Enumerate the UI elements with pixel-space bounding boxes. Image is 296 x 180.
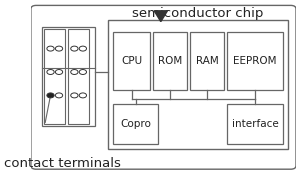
Text: CPU: CPU	[121, 56, 142, 66]
Bar	[153, 32, 187, 90]
Text: RAM: RAM	[196, 56, 218, 66]
Circle shape	[79, 93, 86, 98]
Bar	[113, 32, 150, 90]
Text: Copro: Copro	[120, 119, 151, 129]
Circle shape	[71, 69, 78, 75]
Circle shape	[47, 69, 54, 75]
Text: ROM: ROM	[158, 56, 182, 66]
Circle shape	[71, 93, 78, 98]
Bar	[41, 27, 94, 126]
Text: EEPROM: EEPROM	[233, 56, 277, 66]
Circle shape	[55, 93, 63, 98]
Bar	[113, 104, 158, 144]
Text: contact terminals: contact terminals	[4, 157, 121, 170]
Circle shape	[79, 69, 86, 75]
Circle shape	[47, 46, 54, 51]
FancyBboxPatch shape	[31, 5, 296, 169]
Bar	[190, 32, 224, 90]
Circle shape	[71, 46, 78, 51]
Bar	[227, 32, 283, 90]
Text: semiconductor chip: semiconductor chip	[132, 7, 264, 20]
Circle shape	[47, 93, 54, 98]
Circle shape	[55, 46, 63, 51]
Circle shape	[79, 46, 86, 51]
Bar	[44, 29, 65, 124]
Circle shape	[55, 69, 63, 75]
Bar	[227, 104, 283, 144]
Polygon shape	[154, 11, 168, 22]
Text: interface: interface	[231, 119, 278, 129]
Bar	[68, 29, 89, 124]
Bar	[108, 20, 288, 149]
